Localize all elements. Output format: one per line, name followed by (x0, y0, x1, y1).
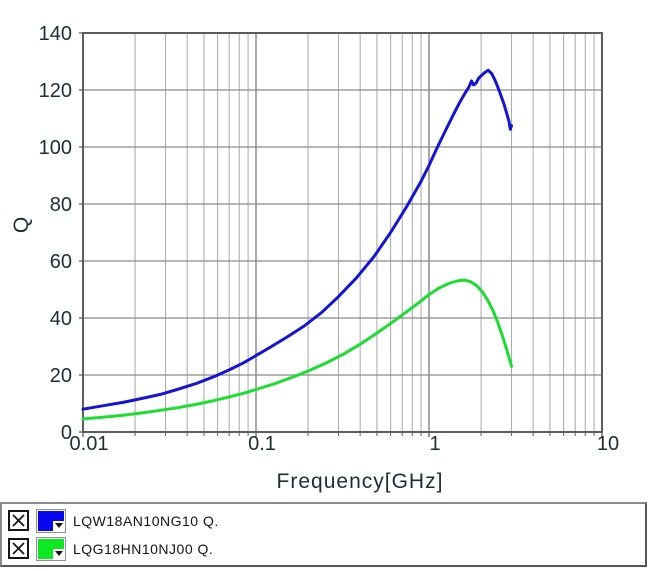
series-curve-1 (81, 68, 513, 411)
dropdown-arrow-icon (54, 523, 63, 528)
q-vs-frequency-chart: 0.01 0.1 1 10020406080100120140Frequency[GH… (10, 23, 619, 493)
check-x-icon (12, 542, 25, 555)
y-axis-tick-label: 20 (50, 365, 72, 387)
y-axis-tick-label: 140 (39, 23, 72, 45)
legend-row-series2: LQG18HN10NJ00 Q. (8, 536, 645, 561)
y-axis-tick-label: 60 (50, 251, 72, 273)
y-axis-tick-label: 0 (61, 422, 72, 444)
dropdown-arrow-icon (54, 551, 63, 556)
y-axis-tick-label: 100 (39, 137, 72, 159)
series1-color-dropdown[interactable] (53, 520, 64, 531)
y-axis-tick-label: 80 (50, 194, 72, 216)
x-axis-tick-label: 0.01 (70, 433, 109, 455)
series2-color-dropdown[interactable] (53, 548, 64, 559)
series1-color-swatch-button[interactable] (36, 508, 66, 533)
check-x-icon (12, 514, 25, 527)
series2-label: LQG18HN10NJ00 Q. (73, 540, 214, 557)
plot-border (82, 32, 603, 433)
x-axis-tick-label: 1 (429, 433, 440, 455)
series2-color-swatch-button[interactable] (36, 536, 66, 561)
series1-visibility-checkbox[interactable] (8, 510, 29, 531)
y-axis-tick-label: 120 (39, 80, 72, 102)
series1-label: LQW18AN10NG10 Q. (73, 512, 219, 529)
legend-row-series1: LQW18AN10NG10 Q. (8, 508, 645, 533)
x-axis-tick-label: 10 (597, 433, 619, 455)
series-curve-2 (81, 278, 513, 421)
y-axis-title: Q (10, 217, 33, 233)
x-axis-title: Frequency[GHz] (277, 470, 444, 493)
legend-panel: LQW18AN10NG10 Q. LQG18HN10NJ00 Q. (0, 502, 647, 567)
x-axis-tick-label: 0.1 (248, 433, 276, 455)
series2-visibility-checkbox[interactable] (8, 538, 29, 559)
y-axis-tick-label: 40 (50, 308, 72, 330)
